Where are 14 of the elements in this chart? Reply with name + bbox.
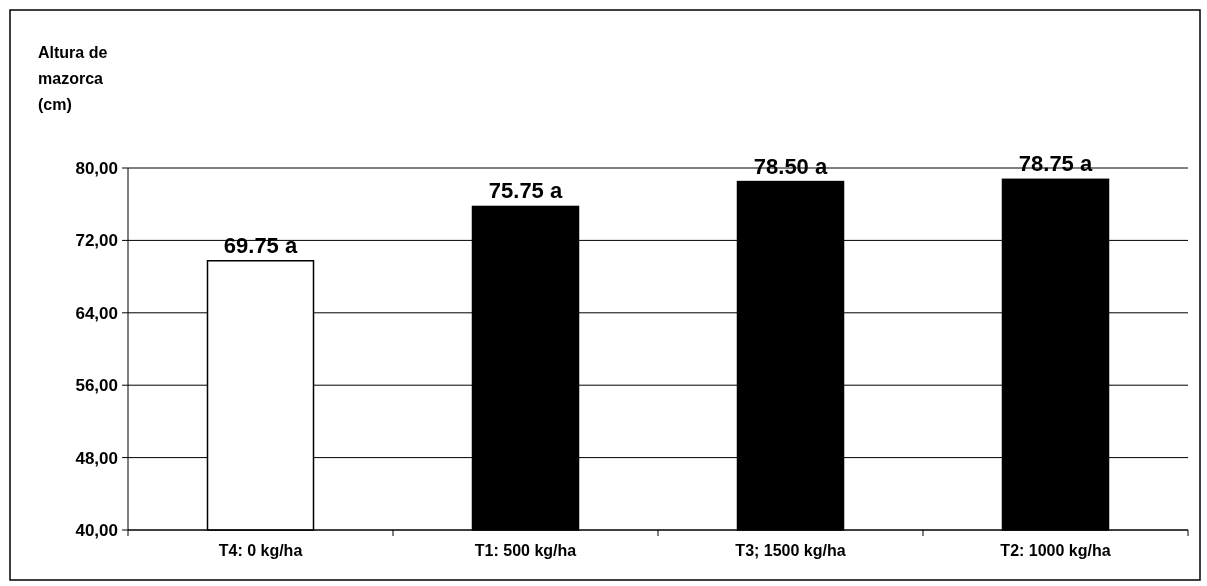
y-tick-label: 40,00 <box>75 520 118 540</box>
x-tick-label: T3; 1500 kg/ha <box>735 542 846 559</box>
y-tick-label: 80,00 <box>75 158 118 178</box>
x-tick-label: T1: 500 kg/ha <box>474 542 577 559</box>
y-tick-label: 64,00 <box>75 303 118 323</box>
x-tick-label: T2: 1000 kg/ha <box>1000 542 1111 559</box>
y-tick-label: 48,00 <box>75 448 118 468</box>
x-tick-label: T4: 0 kg/ha <box>218 542 303 559</box>
y-tick-label: 56,00 <box>75 376 118 396</box>
y-tick-label: 72,00 <box>75 231 118 251</box>
data-label: 78.75 a <box>1018 151 1093 177</box>
y-axis-title: Altura de mazorca (cm) <box>38 44 108 113</box>
data-label: 78.50 a <box>753 153 828 179</box>
data-label: 75.75 a <box>488 178 563 204</box>
